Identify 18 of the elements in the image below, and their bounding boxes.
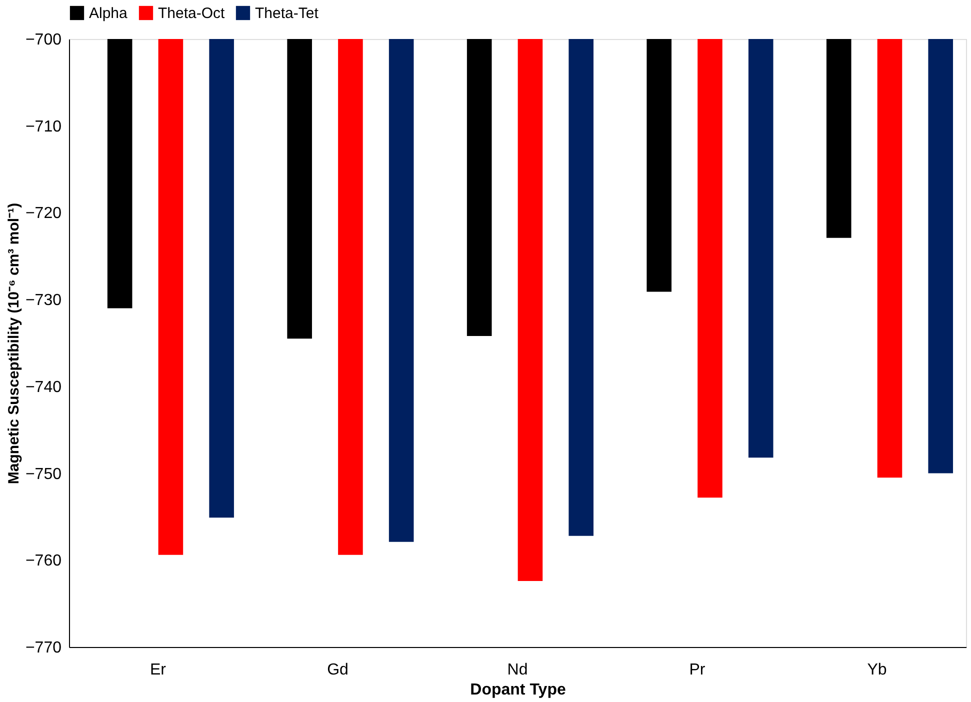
y-tick-label: −720 bbox=[25, 205, 62, 222]
y-tick-label: −770 bbox=[25, 640, 62, 656]
y-tick-label: −740 bbox=[25, 378, 62, 396]
x-tick-label: Nd bbox=[507, 662, 528, 678]
y-tick-label: −700 bbox=[25, 32, 62, 48]
legend-label: Theta-Oct bbox=[158, 5, 226, 22]
y-tick-label: −710 bbox=[25, 118, 62, 136]
x-tick-label: Pr bbox=[689, 662, 706, 678]
legend-label: Theta-Tet bbox=[255, 5, 320, 22]
y-tick-label: −750 bbox=[25, 466, 62, 483]
x-axis-title: Dopant Type bbox=[470, 682, 566, 698]
y-axis-title: Magnetic Susceptibility (10⁻⁶ cm³ mol⁻¹) bbox=[5, 202, 22, 484]
y-tick-label: −760 bbox=[25, 552, 62, 570]
legend-label: Alpha bbox=[89, 5, 128, 22]
x-tick-label: Gd bbox=[327, 662, 348, 678]
y-tick-label: −730 bbox=[25, 292, 62, 310]
x-tick-label: Yb bbox=[867, 662, 887, 678]
x-tick-label: Er bbox=[150, 662, 167, 678]
